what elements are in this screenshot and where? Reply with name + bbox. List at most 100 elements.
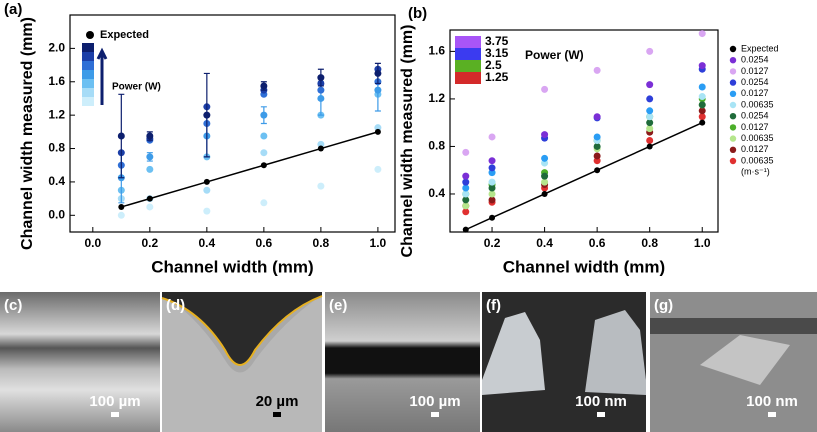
point <box>541 154 549 162</box>
legend-marker <box>729 135 737 142</box>
point <box>462 202 470 210</box>
panel-label: (f) <box>486 297 501 314</box>
point <box>646 95 654 103</box>
x-axis-label: Channel width (mm) <box>503 257 665 276</box>
point <box>698 83 706 91</box>
y-tick-label: 0.4 <box>428 186 445 200</box>
y-tick-label: 2.0 <box>48 41 65 55</box>
point <box>117 132 125 140</box>
point <box>698 113 706 121</box>
point <box>462 178 470 186</box>
y-tick-label: 0.4 <box>48 174 65 188</box>
x-tick-label: 0.0 <box>84 236 101 250</box>
scale-bar-label: 100 nm <box>575 393 627 410</box>
point <box>462 196 470 204</box>
point <box>488 164 496 172</box>
legend-swatch <box>82 43 94 52</box>
scale-bar-label: 100 µm <box>409 393 460 410</box>
point <box>488 190 496 198</box>
legend-label: Expected <box>100 29 149 41</box>
power-label: 2.5 <box>485 58 502 72</box>
legend-label: 0.0127 <box>741 122 769 132</box>
sem-image <box>0 292 160 432</box>
legend-marker <box>729 79 737 86</box>
legend-label: 0.00635 <box>741 133 774 143</box>
plot-frame <box>449 29 719 233</box>
legend-label: 0.0254 <box>741 55 769 65</box>
legend-label: 0.00635 <box>741 155 774 165</box>
panel-label: (c) <box>4 297 22 314</box>
legend-label: Expected <box>741 43 779 53</box>
legend-marker <box>729 124 737 131</box>
x-tick-label: 0.6 <box>589 236 606 250</box>
panel-label: (g) <box>654 297 673 314</box>
x-axis-label: Channel width (mm) <box>151 257 313 276</box>
point <box>593 142 601 150</box>
point <box>118 203 125 210</box>
legend-swatch <box>82 70 94 79</box>
point <box>146 153 154 161</box>
legend-marker <box>729 68 737 75</box>
sem-feature <box>482 312 545 395</box>
point <box>317 86 325 94</box>
y-tick-label: 0.0 <box>48 207 65 221</box>
power-swatch <box>455 48 481 60</box>
point <box>489 214 496 221</box>
point <box>646 81 654 89</box>
point <box>462 172 470 180</box>
point <box>260 111 268 119</box>
x-tick-label: 0.2 <box>484 236 501 250</box>
sem-texture <box>162 292 322 432</box>
point <box>203 111 211 119</box>
legend-unit: (m·s⁻¹) <box>741 167 770 177</box>
point <box>594 167 601 174</box>
legend-marker <box>729 101 737 109</box>
point <box>699 119 706 126</box>
legend-label: 0.0127 <box>741 144 769 154</box>
point <box>646 47 654 55</box>
point <box>488 133 496 141</box>
legend-marker <box>729 113 737 120</box>
power-legend-title: Power (W) <box>112 82 161 93</box>
point <box>541 178 549 186</box>
point <box>646 125 654 133</box>
scale-bar <box>273 412 281 417</box>
point <box>462 226 469 233</box>
x-tick-label: 1.0 <box>370 236 387 250</box>
point <box>488 157 496 165</box>
legend-marker <box>729 157 737 165</box>
point <box>260 82 268 90</box>
scale-bar <box>431 412 439 417</box>
point <box>593 66 601 74</box>
point <box>374 69 382 77</box>
scale-bar-label: 100 nm <box>746 393 798 410</box>
point <box>203 178 210 185</box>
point <box>260 132 268 140</box>
scale-bar-label: 20 µm <box>256 393 299 410</box>
y-tick-label: 1.6 <box>428 44 445 58</box>
point <box>646 119 654 127</box>
power-label: 3.75 <box>485 34 509 48</box>
point <box>317 145 324 152</box>
point <box>698 101 706 109</box>
legend-arrow <box>96 47 108 105</box>
legend-label: 0.0254 <box>741 111 769 121</box>
point <box>146 132 154 140</box>
x-tick-label: 1.0 <box>694 236 711 250</box>
point <box>541 190 548 197</box>
plot-frame <box>69 14 396 233</box>
sem-gap <box>162 292 322 365</box>
point <box>593 113 601 121</box>
panel-label: (e) <box>329 297 347 314</box>
expected-line <box>121 131 379 208</box>
image-panels: (c) 100 µm (d) 20 µm (e) 100 µm (f) 100 nm (g) 10… <box>0 292 817 432</box>
point <box>146 195 153 202</box>
sem-layer <box>650 318 817 334</box>
point <box>462 190 470 198</box>
legend-marker <box>729 90 737 98</box>
point <box>117 211 125 219</box>
power-label: 1.25 <box>485 70 509 84</box>
point <box>374 165 382 173</box>
profile-outline <box>161 295 323 366</box>
